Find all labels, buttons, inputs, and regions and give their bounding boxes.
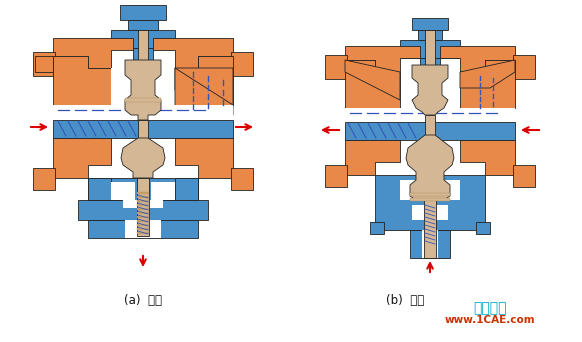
Polygon shape [88, 178, 111, 200]
Polygon shape [440, 46, 515, 72]
Polygon shape [175, 138, 233, 178]
Polygon shape [460, 60, 515, 108]
Polygon shape [175, 56, 233, 105]
Bar [137, 208, 149, 210]
Bar [151, 182, 175, 200]
Bar [137, 196, 149, 198]
Text: www.1CAE.com: www.1CAE.com [445, 315, 535, 325]
Bar [133, 48, 153, 60]
Bar [33, 168, 55, 190]
Text: (b)  合流: (b) 合流 [386, 293, 424, 306]
Text: (a)  分流: (a) 分流 [124, 293, 162, 306]
Bar [137, 200, 149, 202]
Bar [53, 105, 233, 120]
Bar [125, 220, 161, 238]
Bar [137, 212, 149, 214]
Bar [137, 220, 149, 222]
Polygon shape [345, 60, 400, 100]
Bar [111, 182, 135, 200]
Bar [435, 180, 460, 200]
Bar [412, 18, 448, 30]
Bar [137, 204, 149, 206]
Polygon shape [125, 60, 161, 120]
Polygon shape [406, 135, 454, 200]
Polygon shape [175, 178, 198, 200]
Bar [78, 200, 208, 220]
Bar [33, 52, 55, 76]
Bar [375, 175, 485, 230]
Bar [418, 30, 442, 40]
Bar [88, 220, 198, 238]
Bar [400, 140, 460, 185]
Polygon shape [400, 72, 460, 108]
Bar [400, 40, 460, 58]
Polygon shape [345, 140, 400, 175]
Bar [120, 5, 166, 20]
Polygon shape [175, 68, 233, 105]
Bar [53, 120, 233, 138]
Bar [425, 115, 435, 135]
Bar [325, 165, 347, 187]
Bar [345, 122, 515, 140]
Polygon shape [153, 38, 233, 68]
Polygon shape [111, 68, 175, 105]
Polygon shape [460, 140, 515, 175]
Bar [111, 30, 175, 48]
Bar [400, 180, 425, 200]
Polygon shape [412, 65, 448, 115]
Bar [412, 205, 448, 220]
Bar [325, 55, 347, 79]
Bar [125, 98, 161, 102]
Polygon shape [175, 68, 233, 115]
Bar [137, 178, 149, 236]
Bar [88, 178, 198, 200]
Bar [123, 200, 163, 208]
Polygon shape [53, 38, 133, 68]
Bar [138, 120, 148, 138]
Bar [137, 232, 149, 234]
Polygon shape [53, 138, 111, 178]
Polygon shape [121, 138, 165, 178]
Bar [137, 192, 149, 194]
Bar [345, 108, 515, 158]
Bar [476, 222, 490, 234]
Bar [138, 30, 148, 60]
Bar [422, 230, 438, 258]
Bar [420, 58, 440, 68]
Bar [513, 55, 535, 79]
Bar [370, 222, 384, 234]
Bar [410, 230, 450, 258]
Bar [425, 30, 435, 65]
Bar [345, 108, 515, 122]
Bar [128, 20, 158, 30]
Bar [410, 198, 450, 201]
Text: 仿真在线: 仿真在线 [473, 301, 507, 315]
Bar [424, 200, 436, 258]
Bar [137, 216, 149, 218]
Polygon shape [460, 60, 515, 88]
Bar [231, 168, 253, 190]
Bar [35, 56, 53, 72]
Bar [137, 228, 149, 230]
Polygon shape [345, 46, 420, 72]
Polygon shape [53, 56, 111, 105]
Bar [111, 138, 175, 188]
Bar [410, 193, 450, 196]
Bar [137, 224, 149, 226]
Bar [513, 165, 535, 187]
Bar [231, 52, 253, 76]
Bar [53, 105, 233, 155]
Polygon shape [345, 60, 400, 108]
